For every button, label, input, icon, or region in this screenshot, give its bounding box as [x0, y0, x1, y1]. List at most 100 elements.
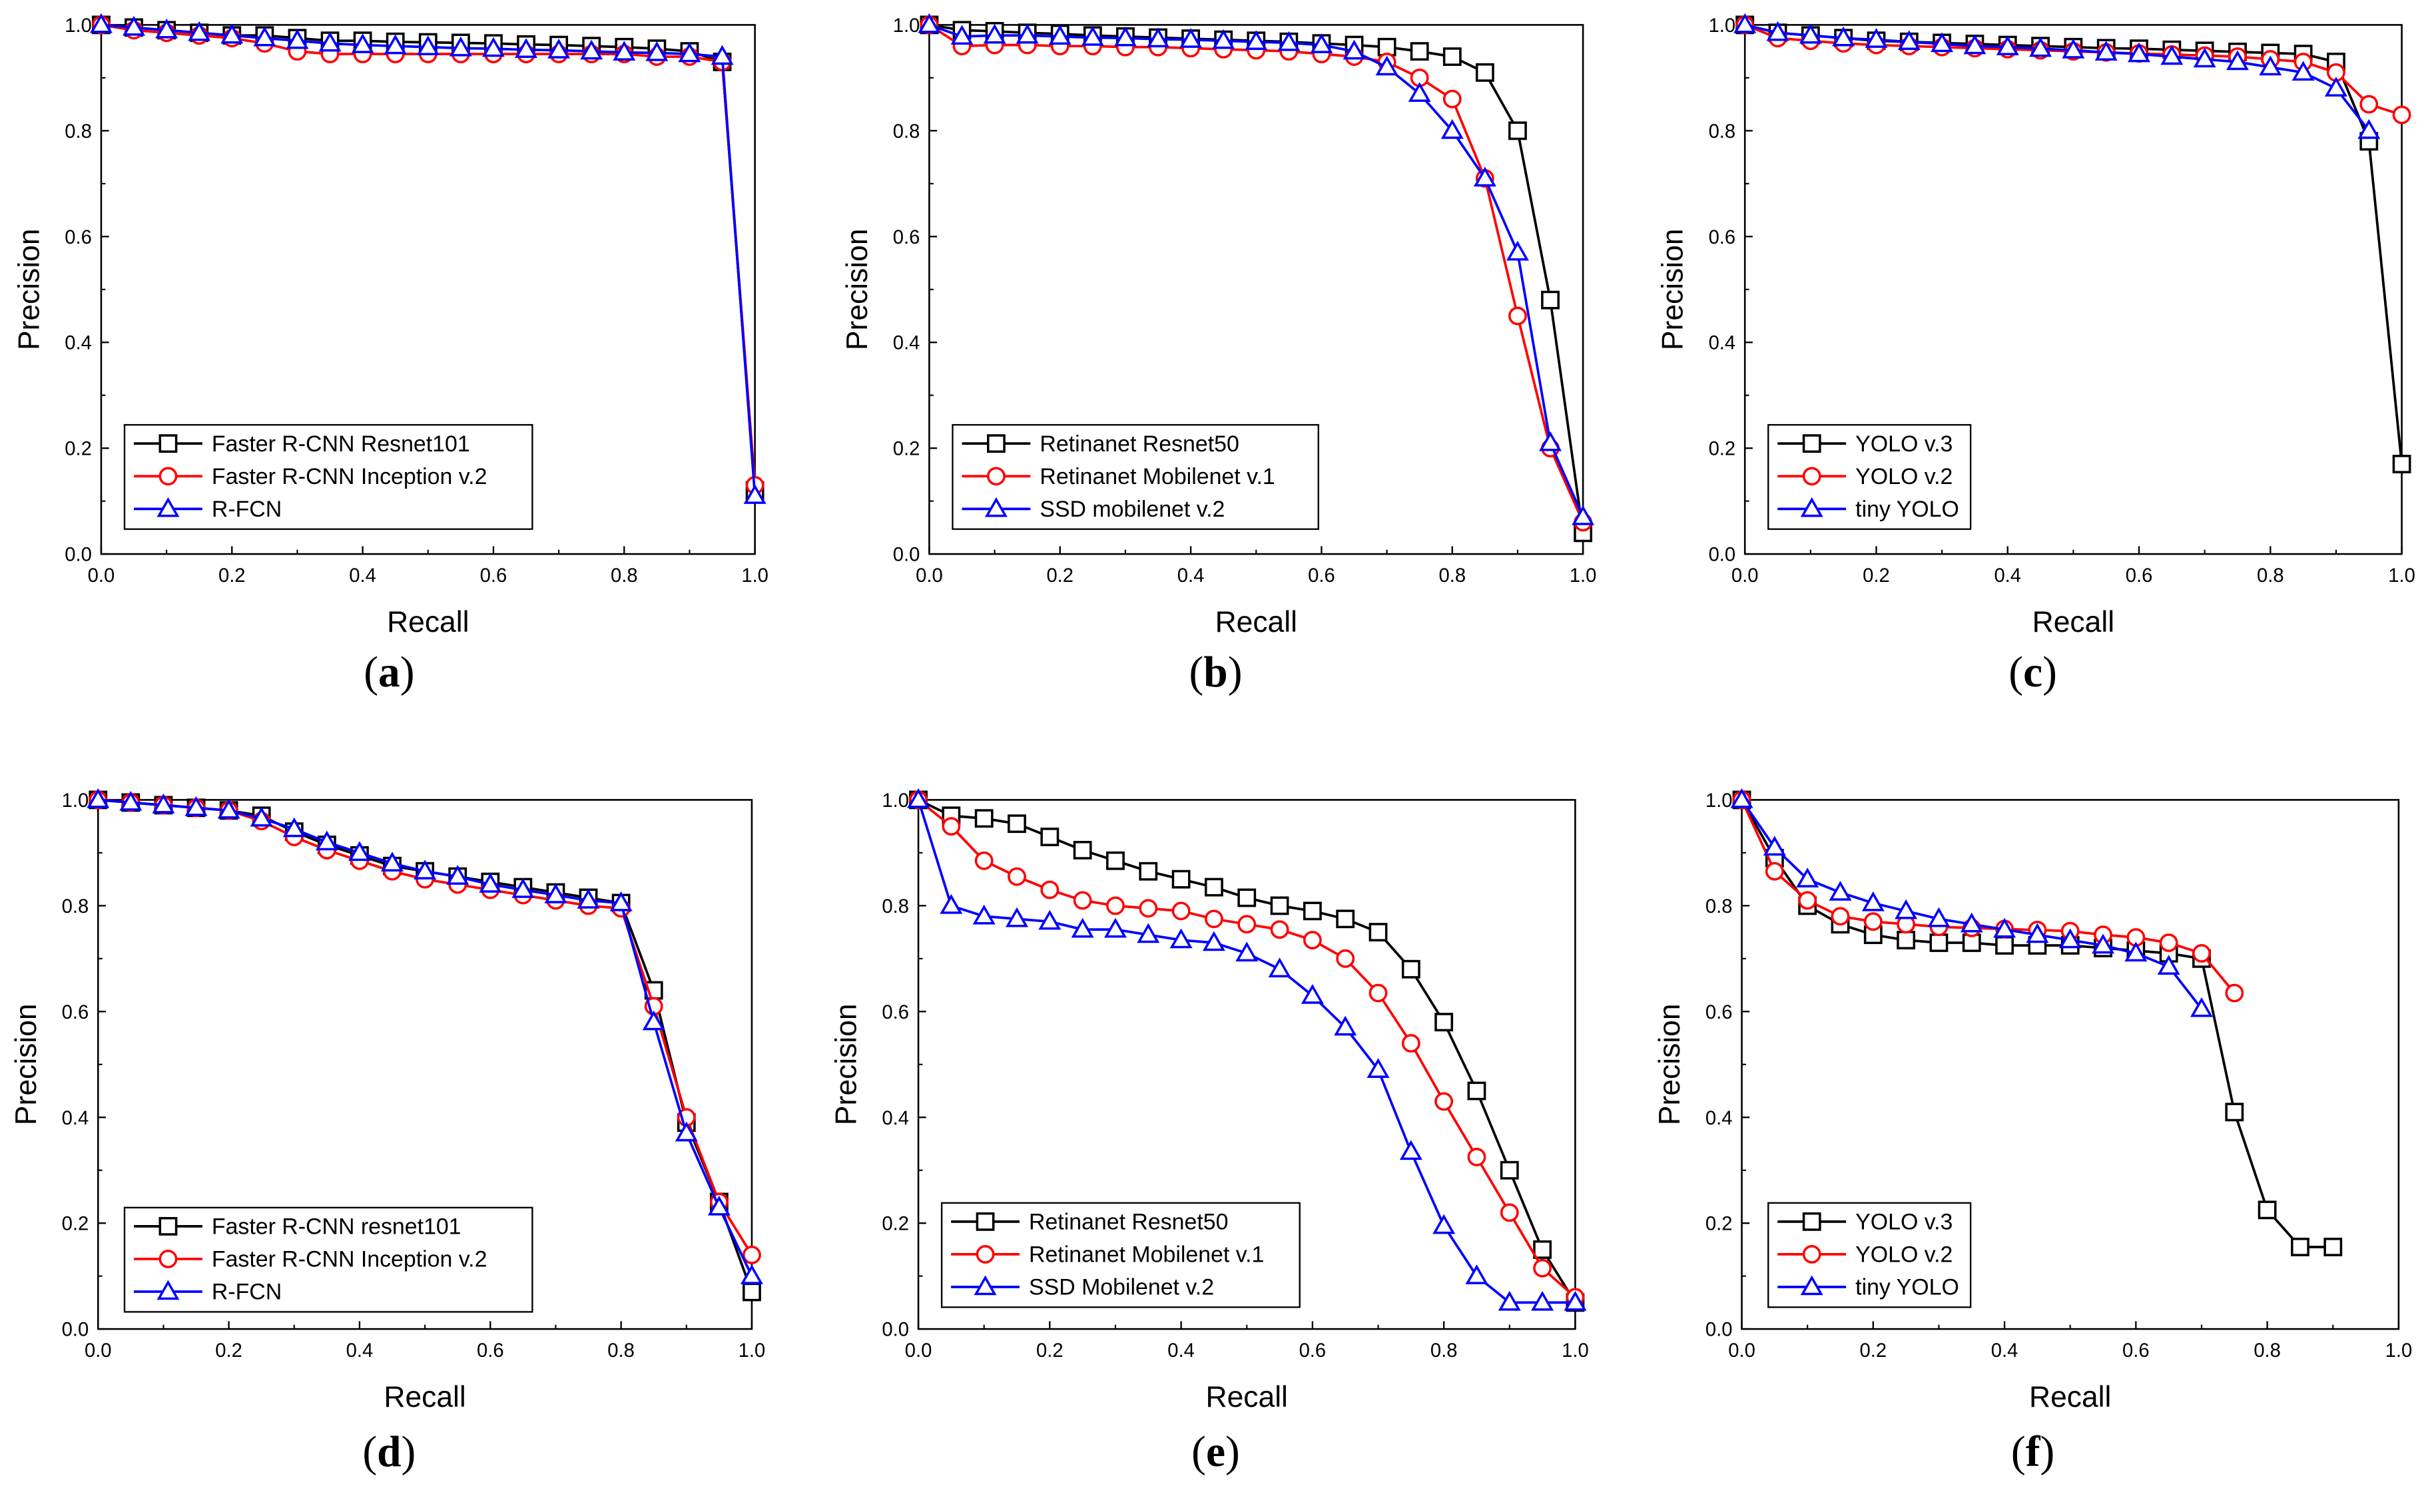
x-tick-label: 0.2 — [1046, 565, 1073, 587]
data-point — [1399, 1140, 1422, 1160]
y-tick-label: 0.4 — [1705, 1108, 1733, 1129]
data-point — [1564, 1290, 1587, 1311]
y-tick-label: 0.6 — [1709, 227, 1736, 248]
data-point — [972, 904, 996, 925]
x-tick-label: 0.4 — [1991, 1340, 2018, 1362]
data-point — [87, 788, 110, 808]
series-2 — [909, 790, 1585, 1307]
data-point — [942, 817, 961, 836]
data-point — [511, 878, 535, 898]
data-point — [1533, 1240, 1552, 1259]
data-point — [1336, 909, 1355, 929]
data-point — [250, 806, 273, 827]
data-point — [2259, 55, 2282, 76]
x-tick-label: 0.2 — [1863, 565, 1890, 587]
x-tick-label: 0.0 — [916, 565, 943, 587]
data-point — [1799, 23, 1822, 44]
legend-label: Retinanet Resnet50 — [1040, 431, 1239, 457]
data-point — [2124, 941, 2148, 962]
x-tick-label: 0.4 — [1994, 565, 2021, 587]
x-tick-label: 0.0 — [1728, 1340, 1755, 1362]
data-point — [1040, 828, 1060, 846]
data-point — [2092, 933, 2115, 954]
data-point — [2291, 1238, 2309, 1256]
data-point — [1897, 931, 1916, 949]
data-point — [1832, 26, 1855, 47]
y-tick-label: 0.6 — [893, 227, 920, 248]
legend-label: R-FCN — [212, 1280, 282, 1305]
data-point — [1334, 1015, 1357, 1036]
x-axis-title: Recall — [2032, 606, 2114, 638]
y-tick-label: 0.6 — [882, 1002, 909, 1023]
data-point — [1572, 505, 1595, 525]
chart-panel-f: 0.0 0.2 0.4 0.6 0.8 1.0 0.0 0.2 0.4 0.6 0.8 1.0 Reca… — [1654, 788, 2412, 1476]
x-tick-label: 0.6 — [477, 1340, 504, 1362]
data-point — [1169, 928, 1193, 949]
data-point — [1237, 915, 1257, 934]
legend-marker — [976, 1212, 995, 1231]
data-point — [907, 788, 930, 808]
data-point — [1081, 25, 1104, 46]
data-point — [1931, 32, 1954, 53]
data-point — [1765, 862, 1784, 881]
data-point — [645, 41, 669, 61]
y-tick-label: 0.0 — [1705, 1320, 1733, 1341]
x-tick-label: 0.8 — [1438, 565, 1466, 587]
chart-panel-b: 0.0 0.2 0.4 0.6 0.8 1.0 0.0 0.2 0.4 0.6 0.8 1.0 Reca… — [841, 13, 1596, 696]
y-tick-label: 0.4 — [65, 333, 92, 354]
data-point — [1733, 13, 1757, 33]
legend-marker — [1800, 1275, 1823, 1296]
y-tick-label: 0.6 — [1705, 1002, 1733, 1023]
data-point — [1533, 1258, 1552, 1278]
data-point — [1500, 1160, 1519, 1180]
data-point — [286, 29, 309, 49]
data-point — [2160, 45, 2184, 65]
x-tick-label: 0.0 — [1731, 565, 1759, 587]
y-tick-label: 0.2 — [1709, 439, 1736, 460]
y-tick-label: 0.0 — [882, 1320, 909, 1341]
x-tick-label: 0.8 — [2257, 565, 2284, 587]
x-tick-label: 0.2 — [215, 1340, 242, 1362]
series-3 — [87, 788, 763, 1284]
data-point — [642, 1010, 665, 1031]
data-point — [1171, 901, 1191, 921]
data-point — [1008, 814, 1026, 834]
data-point — [1006, 907, 1029, 927]
data-point — [217, 798, 240, 819]
x-tick-label: 1.0 — [1562, 1340, 1589, 1362]
data-point — [1310, 33, 1333, 53]
legend-marker — [976, 1245, 995, 1264]
legend: YOLO v.3 YOLO v.2 tiny YOLO — [1767, 1202, 1972, 1308]
y-tick-label: 0.0 — [62, 1320, 89, 1341]
chart-panel-d: 0.0 0.2 0.4 0.6 0.8 1.0 0.0 0.2 0.4 0.6 0.8 1.0 Reca… — [10, 788, 765, 1476]
legend-label: Retinanet Mobilenet v.1 — [1040, 464, 1275, 489]
data-point — [2128, 42, 2151, 63]
legend-label: tiny YOLO — [1855, 1275, 1959, 1300]
data-point — [1730, 788, 1753, 808]
data-point — [1432, 1214, 1456, 1234]
y-axis-title: Precision — [1654, 1003, 1686, 1125]
legend-label: Faster R-CNN resnet101 — [212, 1214, 461, 1240]
data-point — [707, 1195, 731, 1216]
data-point — [1763, 836, 1786, 856]
legend-label: Retinanet Mobilenet v.1 — [1029, 1242, 1264, 1268]
data-point — [1008, 867, 1026, 886]
data-point — [1995, 936, 2014, 955]
panel-letter: f — [2026, 1428, 2041, 1476]
data-point — [1863, 912, 1883, 931]
data-point — [2324, 77, 2347, 97]
data-point — [1996, 35, 2019, 56]
data-point — [1212, 29, 1235, 49]
data-point — [577, 888, 600, 909]
data-point — [2392, 455, 2411, 473]
data-point — [2258, 1200, 2277, 1220]
data-point — [1205, 909, 1223, 929]
y-tick-label: 0.2 — [65, 439, 92, 460]
legend-marker — [158, 434, 178, 453]
data-point — [974, 851, 994, 870]
panel-letter: b — [1203, 648, 1227, 696]
legend-marker — [974, 1275, 997, 1296]
data-point — [2225, 1103, 2244, 1122]
data-point — [1106, 896, 1125, 915]
